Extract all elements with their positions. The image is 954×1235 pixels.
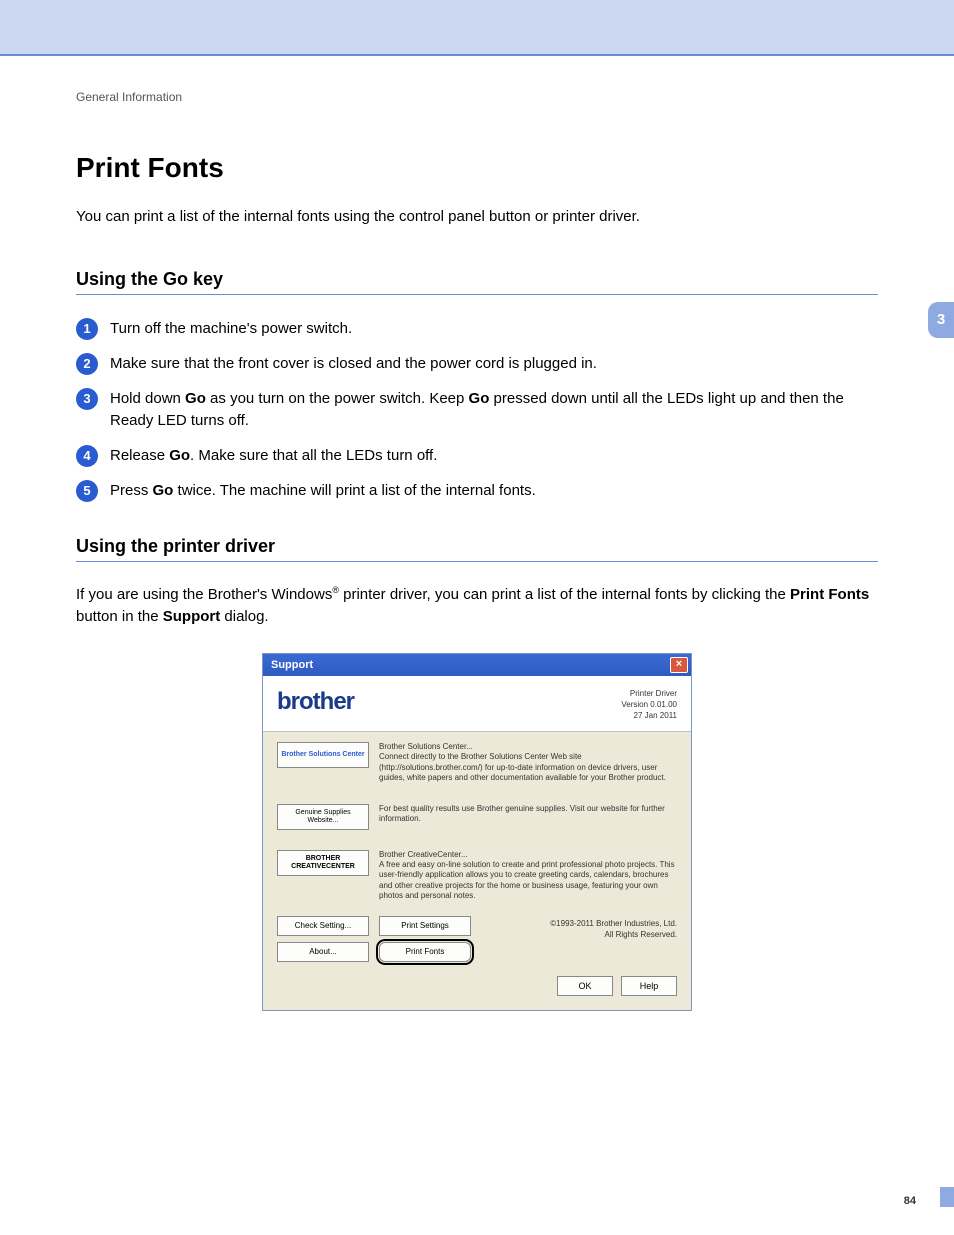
copyright-line2: All Rights Reserved. <box>481 929 677 940</box>
dialog-meta: Printer Driver Version 0.01.00 27 Jan 20… <box>621 688 677 722</box>
dialog-screenshot: Support × brother Printer Driver Version… <box>76 653 878 1011</box>
dialog-footer: OK Help <box>263 962 691 1010</box>
step-item: 5 Press Go twice. The machine will print … <box>76 479 878 502</box>
page-content: General Information Print Fonts You can … <box>0 56 954 1011</box>
page-tab-marker <box>940 1187 954 1207</box>
dialog-titlebar: Support × <box>263 654 691 676</box>
pdf-header-bar <box>0 0 954 56</box>
page-number: 84 <box>904 1195 916 1207</box>
row1-desc: Brother Solutions Center... Connect dire… <box>379 742 677 784</box>
steps-list-1: 1 Turn off the machine's power switch. 2 Ma… <box>76 317 878 502</box>
row3-title: Brother CreativeCenter... <box>379 850 677 860</box>
dialog-row-3: BROTHER CREATIVECENTER Brother CreativeC… <box>263 840 691 912</box>
section-heading-2: Using the printer driver <box>76 536 878 562</box>
help-button[interactable]: Help <box>621 976 677 996</box>
step-bullet: 2 <box>76 353 98 375</box>
dialog-row-2: Genuine Supplies Website... For best qua… <box>263 794 691 840</box>
ok-button[interactable]: OK <box>557 976 613 996</box>
print-fonts-button[interactable]: Print Fonts <box>379 942 471 962</box>
row2-body: For best quality results use Brother gen… <box>379 804 665 823</box>
dialog-bottom-row: Check Setting... About... Print Settings… <box>263 912 691 962</box>
step-text: Press Go twice. The machine will print a… <box>110 479 536 502</box>
step-text: Release Go. Make sure that all the LEDs … <box>110 444 437 467</box>
section-heading-1: Using the Go key <box>76 269 878 295</box>
step-bullet: 1 <box>76 318 98 340</box>
creativecenter-button[interactable]: BROTHER CREATIVECENTER <box>277 850 369 876</box>
support-dialog: Support × brother Printer Driver Version… <box>262 653 692 1011</box>
genuine-supplies-button[interactable]: Genuine Supplies Website... <box>277 804 369 830</box>
about-button[interactable]: About... <box>277 942 369 962</box>
dialog-header: brother Printer Driver Version 0.01.00 2… <box>263 676 691 733</box>
step-text: Hold down Go as you turn on the power sw… <box>110 387 878 432</box>
dialog-copyright: ©1993-2011 Brother Industries, Ltd. All … <box>481 916 677 962</box>
brother-logo: brother <box>277 688 354 722</box>
row2-desc: For best quality results use Brother gen… <box>379 804 677 825</box>
dialog-row-1: Brother Solutions Center Brother Solutio… <box>263 732 691 794</box>
print-settings-button[interactable]: Print Settings <box>379 916 471 936</box>
step-text: Turn off the machine's power switch. <box>110 317 352 340</box>
row1-body: Connect directly to the Brother Solution… <box>379 752 666 782</box>
step-item: 3 Hold down Go as you turn on the power s… <box>76 387 878 432</box>
step-bullet: 3 <box>76 388 98 410</box>
close-icon[interactable]: × <box>670 657 688 673</box>
meta-date: 27 Jan 2011 <box>621 710 677 721</box>
intro-text: You can print a list of the internal fon… <box>76 206 878 227</box>
breadcrumb: General Information <box>76 90 878 104</box>
meta-version: Version 0.01.00 <box>621 699 677 710</box>
step-text: Make sure that the front cover is closed… <box>110 352 597 375</box>
row3-body: A free and easy on-line solution to crea… <box>379 860 675 900</box>
check-setting-button[interactable]: Check Setting... <box>277 916 369 936</box>
step-item: 4 Release Go. Make sure that all the LEDs… <box>76 444 878 467</box>
page-title: Print Fonts <box>76 152 878 184</box>
step-bullet: 4 <box>76 445 98 467</box>
step-item: 2 Make sure that the front cover is close… <box>76 352 878 375</box>
meta-driver: Printer Driver <box>621 688 677 699</box>
row3-desc: Brother CreativeCenter... A free and eas… <box>379 850 677 902</box>
step-bullet: 5 <box>76 480 98 502</box>
solutions-center-button[interactable]: Brother Solutions Center <box>277 742 369 768</box>
copyright-line1: ©1993-2011 Brother Industries, Ltd. <box>481 918 677 929</box>
section2-body: If you are using the Brother's Windows® … <box>76 584 878 629</box>
dialog-title: Support <box>271 659 313 671</box>
row1-title: Brother Solutions Center... <box>379 742 677 752</box>
step-item: 1 Turn off the machine's power switch. <box>76 317 878 340</box>
